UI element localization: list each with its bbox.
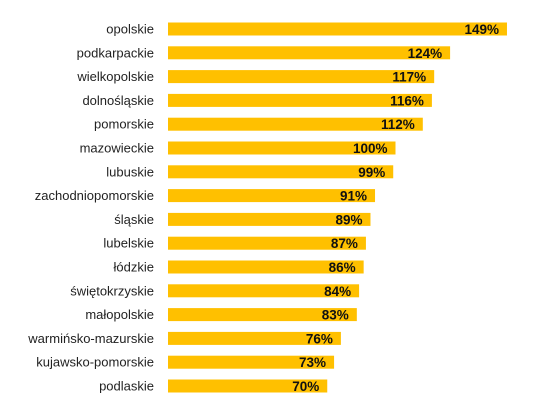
category-label: warmińsko-mazurskie <box>27 331 154 346</box>
category-label: mazowieckie <box>80 141 154 156</box>
category-label: podkarpackie <box>77 45 154 60</box>
value-label: 112% <box>381 117 415 132</box>
bar-3 <box>168 93 432 107</box>
bar-8 <box>168 212 371 226</box>
category-label: łódzkie <box>114 260 154 275</box>
bar-0 <box>168 22 507 36</box>
value-label: 99% <box>358 165 385 180</box>
bar-9 <box>168 236 366 250</box>
bar-4 <box>168 117 423 131</box>
category-label: podlaskie <box>99 379 154 394</box>
bar-14 <box>168 355 335 369</box>
bar-12 <box>168 308 357 322</box>
category-label: dolnośląskie <box>82 93 154 108</box>
category-label: śląskie <box>114 212 154 227</box>
value-label: 70% <box>292 379 319 394</box>
category-labels: opolskie podkarpackie wielkopolskie dolnośl… <box>27 22 154 394</box>
bars-group <box>168 22 507 393</box>
value-label: 73% <box>299 355 326 370</box>
value-label: 76% <box>306 331 333 346</box>
value-label: 89% <box>335 212 362 227</box>
bar-2 <box>168 70 435 84</box>
value-label: 84% <box>324 284 351 299</box>
value-label: 117% <box>392 70 426 85</box>
category-label: opolskie <box>106 22 154 37</box>
category-label: małopolskie <box>85 307 154 322</box>
bar-1 <box>168 46 451 60</box>
value-label: 86% <box>329 260 356 275</box>
value-label: 100% <box>353 141 388 156</box>
value-label: 149% <box>464 22 499 37</box>
category-label: lubelskie <box>103 236 154 251</box>
value-label: 87% <box>331 236 358 251</box>
bar-5 <box>168 141 396 155</box>
value-labels: 149% 124% 117% 116% 112% 100% 99% 91% 89% 87% 86% 8… <box>292 22 499 394</box>
category-label: kujawsko-pomorskie <box>36 355 154 370</box>
category-label: pomorskie <box>94 117 154 132</box>
value-label: 91% <box>340 189 367 204</box>
bar-13 <box>168 331 341 345</box>
value-label: 83% <box>322 308 349 323</box>
bar-11 <box>168 284 360 298</box>
category-label: zachodniopomorskie <box>35 188 154 203</box>
category-label: lubuskie <box>106 164 154 179</box>
value-label: 124% <box>408 46 443 61</box>
bar-7 <box>168 189 376 203</box>
bar-6 <box>168 165 394 179</box>
bar-10 <box>168 260 364 274</box>
bar-15 <box>168 379 328 393</box>
value-label: 116% <box>390 93 424 108</box>
category-label: świętokrzyskie <box>70 283 154 298</box>
category-label: wielkopolskie <box>76 69 154 84</box>
